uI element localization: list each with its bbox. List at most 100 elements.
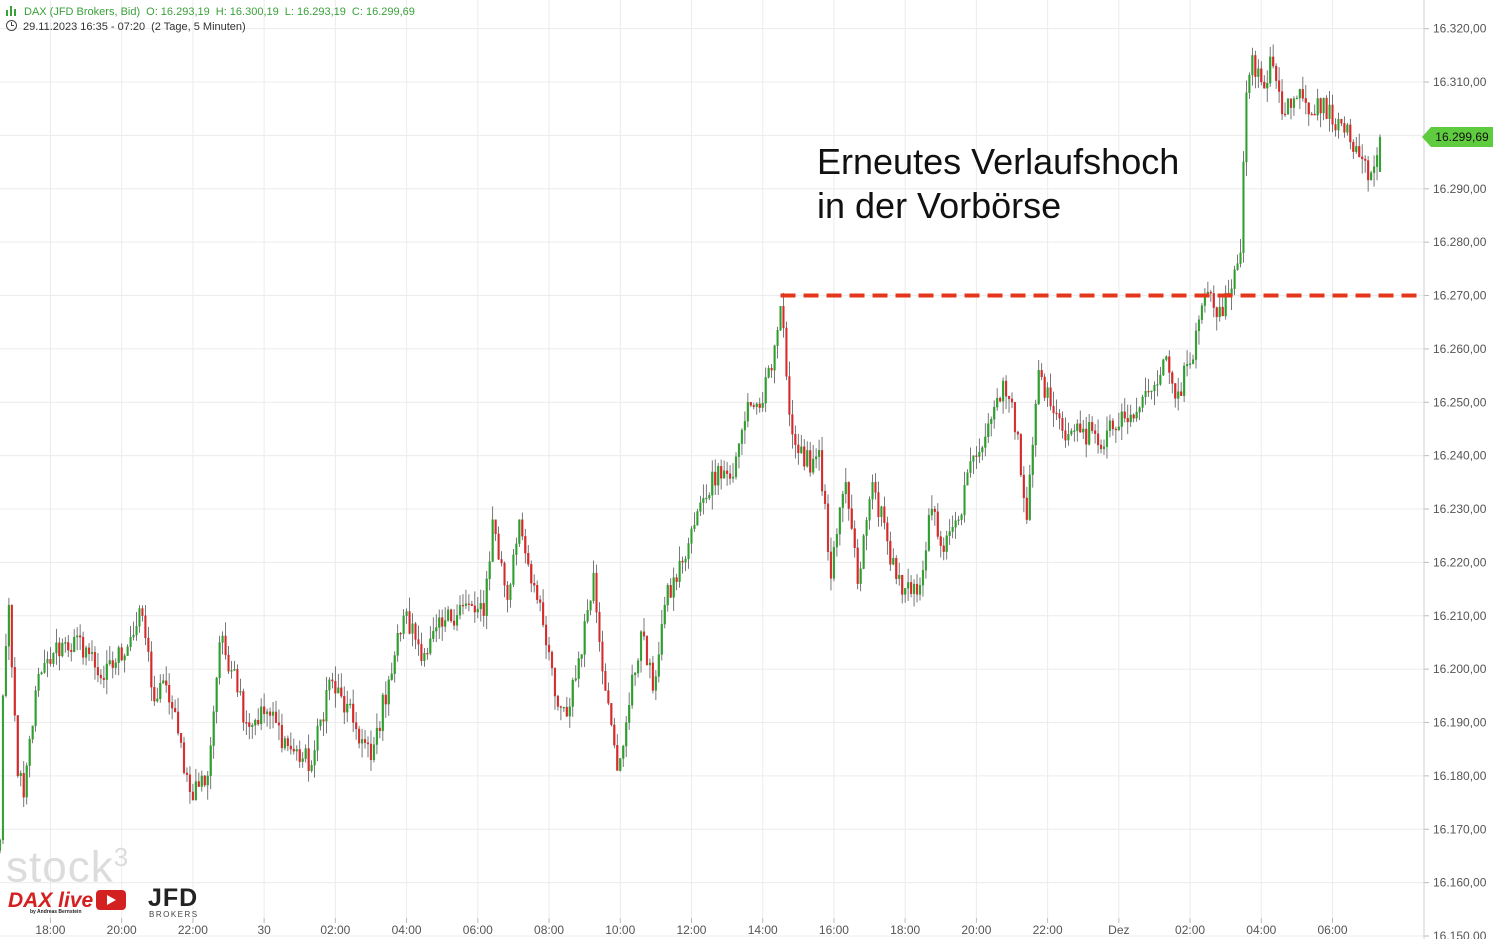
candle-body [945, 535, 948, 552]
candle-body [547, 644, 551, 653]
candle-body [1248, 74, 1251, 93]
candle [987, 413, 990, 444]
candle-body [55, 642, 58, 654]
candle-body [1013, 401, 1017, 433]
candle-body [215, 677, 218, 712]
candle [378, 721, 381, 739]
candle [1126, 404, 1129, 435]
candle-body [135, 626, 138, 636]
candle [79, 624, 82, 651]
candle-body [690, 528, 693, 544]
candle [372, 736, 376, 763]
candle-body [138, 608, 141, 627]
candle-body [1221, 306, 1224, 317]
candle-body [1337, 118, 1340, 131]
candle [527, 545, 530, 567]
y-tick-label: 16.190,00 [1433, 716, 1487, 730]
candle [316, 718, 319, 762]
candle-body [1117, 426, 1120, 431]
candle [918, 577, 922, 601]
candle [58, 637, 61, 671]
candle-body [1016, 431, 1020, 435]
candle [711, 460, 714, 510]
candle [346, 690, 349, 723]
candle [963, 471, 966, 523]
y-tick-label: 16.290,00 [1433, 182, 1487, 196]
candle [1070, 428, 1073, 437]
candle-body [639, 631, 643, 661]
candle-body [206, 775, 209, 786]
candle [895, 555, 898, 585]
candle [224, 622, 227, 660]
dax-live-logo: DAX live [8, 889, 127, 913]
candle [1180, 382, 1183, 396]
candle [1186, 350, 1189, 377]
candle-body [687, 543, 690, 560]
candle-body [761, 403, 764, 408]
candle-body [1177, 391, 1180, 399]
candle-body [984, 436, 987, 448]
candle-body [509, 584, 512, 600]
candle-body [358, 728, 361, 744]
candle-body [22, 773, 25, 798]
candle-body [791, 414, 794, 435]
candle [227, 646, 230, 674]
candle [975, 446, 978, 469]
candle-body [530, 564, 533, 584]
y-tick-label: 16.200,00 [1433, 662, 1487, 676]
candle-body [835, 534, 838, 548]
candle-body [972, 455, 975, 462]
candle-body [37, 673, 40, 691]
candle-body [1141, 396, 1144, 408]
candle [1171, 370, 1174, 394]
candle [70, 643, 73, 662]
candle-body [96, 667, 100, 676]
candle [114, 658, 117, 675]
candle [1043, 373, 1046, 401]
candle-body [375, 727, 378, 745]
candle-body [924, 550, 928, 571]
candle [358, 725, 361, 749]
y-tick-label: 16.320,00 [1433, 22, 1487, 36]
candle [536, 580, 539, 604]
candle [1114, 426, 1117, 443]
candle-body [10, 604, 13, 668]
candle [405, 608, 408, 624]
candle [343, 686, 346, 725]
candle [13, 657, 16, 722]
candle [1153, 381, 1156, 406]
candle [693, 512, 696, 532]
candle-body [1334, 124, 1337, 131]
candle-body [1079, 423, 1082, 433]
candle-body [1144, 390, 1147, 398]
candle-body [292, 749, 295, 752]
candle [218, 635, 221, 685]
candle-body [823, 490, 827, 504]
candle [930, 495, 933, 521]
candle-body [174, 708, 177, 713]
period-range: 29.11.2023 16:35 - 07:20 [23, 21, 146, 33]
candle [1067, 422, 1070, 446]
candle [1358, 133, 1361, 158]
candle-body [165, 680, 168, 686]
candle [574, 665, 577, 682]
candle [1129, 404, 1132, 427]
candle [598, 602, 601, 652]
candle-body [809, 450, 812, 473]
candle-body [171, 702, 174, 709]
candle [1215, 306, 1218, 331]
candle-body [803, 446, 806, 467]
candle-body [378, 727, 381, 732]
candle-body [280, 725, 284, 749]
candle [583, 613, 586, 668]
candle-body [0, 839, 2, 851]
candle-body [147, 637, 150, 652]
candle-body [963, 485, 966, 516]
candle [500, 551, 503, 567]
candle [1367, 156, 1370, 192]
candle-body [666, 585, 669, 606]
candle [530, 560, 533, 593]
candle-body [1319, 98, 1322, 114]
candle [785, 321, 788, 381]
